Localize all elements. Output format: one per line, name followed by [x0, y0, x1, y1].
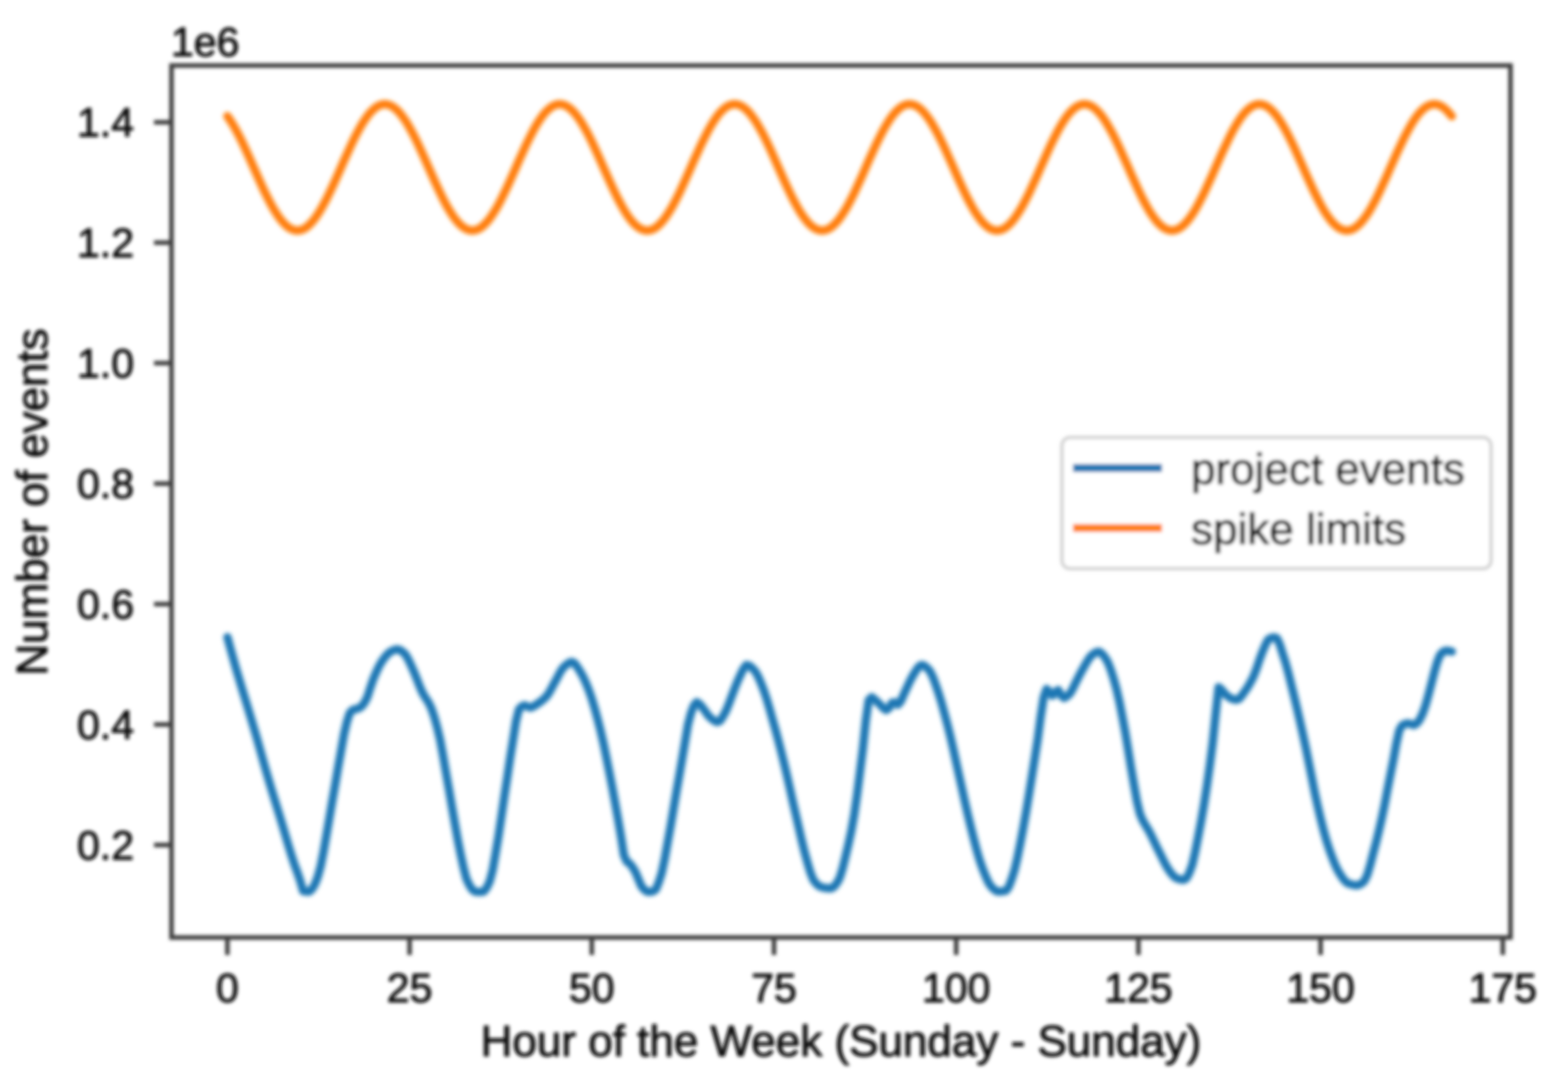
svg-text:25: 25 — [387, 965, 433, 1011]
svg-text:Hour of the Week (Sunday - Sun: Hour of the Week (Sunday - Sunday) — [481, 1017, 1202, 1066]
svg-text:0.2: 0.2 — [77, 823, 134, 869]
svg-text:175: 175 — [1469, 965, 1537, 1011]
svg-text:0.4: 0.4 — [77, 702, 134, 748]
svg-text:0.6: 0.6 — [77, 582, 134, 628]
svg-text:0.8: 0.8 — [77, 461, 134, 507]
svg-text:project events: project events — [1191, 445, 1465, 494]
svg-text:125: 125 — [1104, 965, 1172, 1011]
svg-text:75: 75 — [751, 965, 797, 1011]
svg-text:1e6: 1e6 — [171, 19, 239, 65]
svg-text:1.0: 1.0 — [77, 341, 134, 387]
svg-text:1.2: 1.2 — [77, 220, 134, 266]
svg-text:100: 100 — [922, 965, 990, 1011]
svg-text:1.4: 1.4 — [77, 100, 134, 146]
svg-text:150: 150 — [1286, 965, 1354, 1011]
svg-text:Number of events: Number of events — [8, 328, 57, 675]
svg-text:spike limits: spike limits — [1191, 505, 1406, 554]
svg-text:50: 50 — [569, 965, 615, 1011]
svg-text:0: 0 — [216, 965, 239, 1011]
